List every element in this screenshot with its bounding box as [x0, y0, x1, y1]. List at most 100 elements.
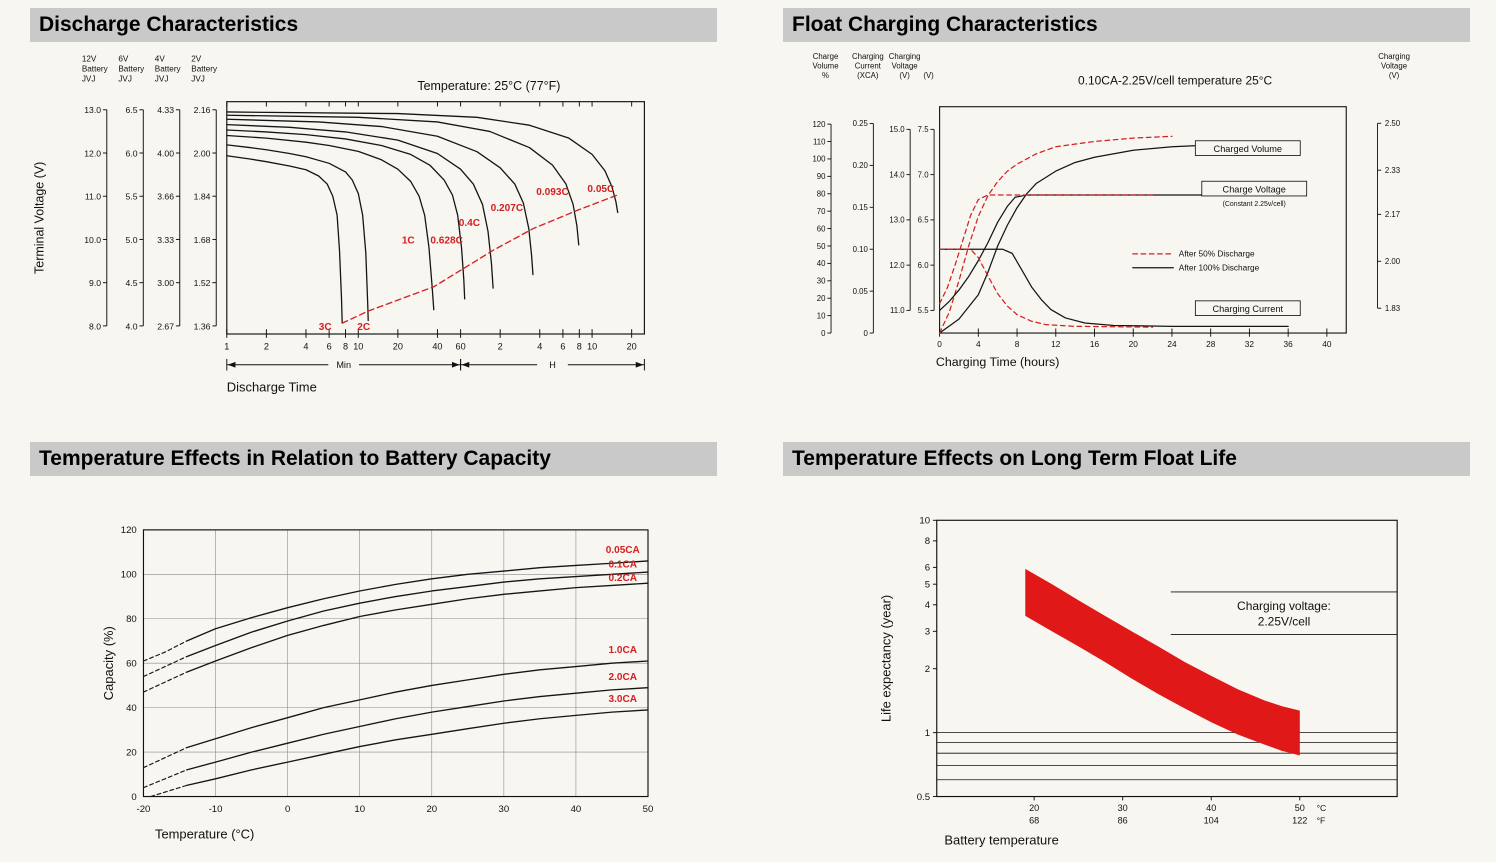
svg-text:40: 40: [571, 804, 582, 815]
panel-float-life: Temperature Effects on Long Term Float L…: [783, 442, 1470, 856]
svg-text:2.17: 2.17: [1385, 210, 1400, 219]
svg-text:4: 4: [925, 600, 931, 611]
svg-text:Charging: Charging: [889, 52, 921, 61]
svg-text:0.10: 0.10: [853, 245, 869, 254]
discharge-characteristics-chart: 12VBatteryJVJ13.012.011.010.09.08.06VBat…: [32, 54, 645, 395]
svg-text:50: 50: [1295, 803, 1305, 813]
svg-text:Life expectancy (year): Life expectancy (year): [879, 595, 894, 722]
svg-text:2.00: 2.00: [194, 148, 211, 158]
panel-title-float-charging: Float Charging Characteristics: [783, 8, 1470, 42]
svg-text:8.0: 8.0: [89, 321, 101, 331]
svg-text:110: 110: [813, 137, 826, 146]
svg-text:13.0: 13.0: [889, 216, 905, 225]
svg-text:3: 3: [925, 627, 930, 638]
svg-text:1: 1: [224, 341, 229, 351]
svg-text:-10: -10: [209, 804, 223, 815]
svg-text:10: 10: [919, 516, 930, 527]
svg-text:Charging: Charging: [852, 52, 884, 61]
svg-text:0.628C: 0.628C: [430, 236, 462, 247]
svg-text:Current: Current: [855, 62, 882, 71]
svg-text:122: 122: [1292, 815, 1307, 825]
temperature-capacity-chart: 0 20 40 60 80 100 120 -20 -10 0 10 20 30 40 50 Capacity…: [101, 525, 654, 842]
svg-text:24: 24: [1167, 340, 1177, 349]
svg-text:2: 2: [925, 664, 930, 675]
svg-text:2: 2: [498, 341, 503, 351]
svg-text:36: 36: [1284, 340, 1294, 349]
svg-text:1.83: 1.83: [1385, 304, 1400, 313]
svg-text:Charge: Charge: [813, 52, 839, 61]
svg-text:20: 20: [1029, 803, 1039, 813]
svg-text:2.50: 2.50: [1385, 119, 1401, 128]
svg-text:2.00: 2.00: [1385, 257, 1401, 266]
svg-text:2: 2: [264, 341, 269, 351]
svg-text:(V): (V): [923, 71, 934, 80]
svg-text:0: 0: [937, 340, 942, 349]
svg-text:20: 20: [817, 294, 826, 303]
svg-text:Battery: Battery: [118, 64, 145, 73]
svg-text:Terminal Voltage (V): Terminal Voltage (V): [32, 162, 46, 274]
svg-text:60: 60: [456, 341, 466, 351]
svg-text:3.66: 3.66: [157, 192, 174, 202]
svg-text:28: 28: [1206, 340, 1216, 349]
svg-text:Battery: Battery: [82, 64, 109, 73]
svg-text:4V: 4V: [155, 54, 166, 63]
svg-text:2V: 2V: [191, 54, 202, 63]
svg-text:0.5: 0.5: [917, 792, 930, 803]
svg-text:16: 16: [1090, 340, 1100, 349]
svg-text:120: 120: [812, 120, 826, 129]
svg-text:14.0: 14.0: [889, 170, 905, 179]
svg-text:Charged Volume: Charged Volume: [1214, 144, 1282, 154]
svg-text:JVJ: JVJ: [82, 75, 96, 84]
svg-text:20: 20: [627, 341, 637, 351]
svg-text:0.05C: 0.05C: [587, 184, 614, 195]
svg-text:10: 10: [817, 311, 826, 320]
svg-text:Capacity (%): Capacity (%): [101, 626, 116, 700]
svg-text:°C: °C: [1317, 803, 1327, 813]
svg-text:6.0: 6.0: [126, 148, 138, 158]
svg-text:3.00: 3.00: [157, 278, 174, 288]
svg-text:JVJ: JVJ: [155, 75, 169, 84]
svg-text:6: 6: [925, 563, 930, 574]
svg-text:86: 86: [1118, 815, 1128, 825]
svg-text:0: 0: [285, 804, 290, 815]
panel-float-charging: Float Charging Characteristics Charge Vol…: [783, 8, 1470, 430]
svg-text:2C: 2C: [357, 322, 370, 333]
svg-text:Charge Voltage: Charge Voltage: [1223, 184, 1286, 194]
svg-text:Volume: Volume: [812, 62, 838, 71]
svg-text:4: 4: [976, 340, 981, 349]
svg-text:0.4C: 0.4C: [459, 218, 480, 229]
svg-text:8: 8: [343, 341, 348, 351]
svg-text:20: 20: [1129, 340, 1139, 349]
svg-text:4: 4: [303, 341, 308, 351]
svg-text:120: 120: [121, 525, 137, 536]
svg-text:0.207C: 0.207C: [491, 203, 524, 214]
svg-text:Voltage: Voltage: [892, 62, 918, 71]
svg-text:7.5: 7.5: [918, 125, 930, 134]
svg-text:80: 80: [817, 190, 826, 199]
svg-text:2.25V/cell: 2.25V/cell: [1258, 614, 1311, 628]
svg-text:Charging voltage:: Charging voltage:: [1237, 599, 1331, 613]
svg-text:2.67: 2.67: [157, 321, 174, 331]
svg-text:100: 100: [812, 155, 826, 164]
svg-text:4.33: 4.33: [157, 105, 174, 115]
svg-text:6.5: 6.5: [126, 105, 138, 115]
svg-text:10: 10: [354, 804, 365, 815]
svg-text:1.68: 1.68: [194, 235, 211, 245]
svg-text:Battery temperature: Battery temperature: [944, 832, 1058, 847]
svg-text:(XCA): (XCA): [857, 71, 879, 80]
svg-text:0.15: 0.15: [853, 203, 869, 212]
svg-text:15.0: 15.0: [889, 125, 905, 134]
svg-text:6.0: 6.0: [918, 261, 930, 270]
svg-text:2.0CA: 2.0CA: [609, 672, 638, 683]
svg-text:Charging Time (hours): Charging Time (hours): [936, 355, 1059, 369]
float-charging-chart: ChargeVolume%010203040506070809010011012…: [812, 52, 1409, 369]
svg-text:JVJ: JVJ: [118, 75, 132, 84]
panel-title-temperature-capacity: Temperature Effects in Relation to Batte…: [30, 442, 717, 476]
svg-text:40: 40: [126, 703, 137, 714]
svg-text:12.0: 12.0: [889, 261, 905, 270]
svg-text:4.00: 4.00: [157, 148, 174, 158]
svg-text:6: 6: [327, 341, 332, 351]
svg-text:Discharge Time: Discharge Time: [227, 380, 317, 395]
svg-text:9.0: 9.0: [89, 278, 101, 288]
